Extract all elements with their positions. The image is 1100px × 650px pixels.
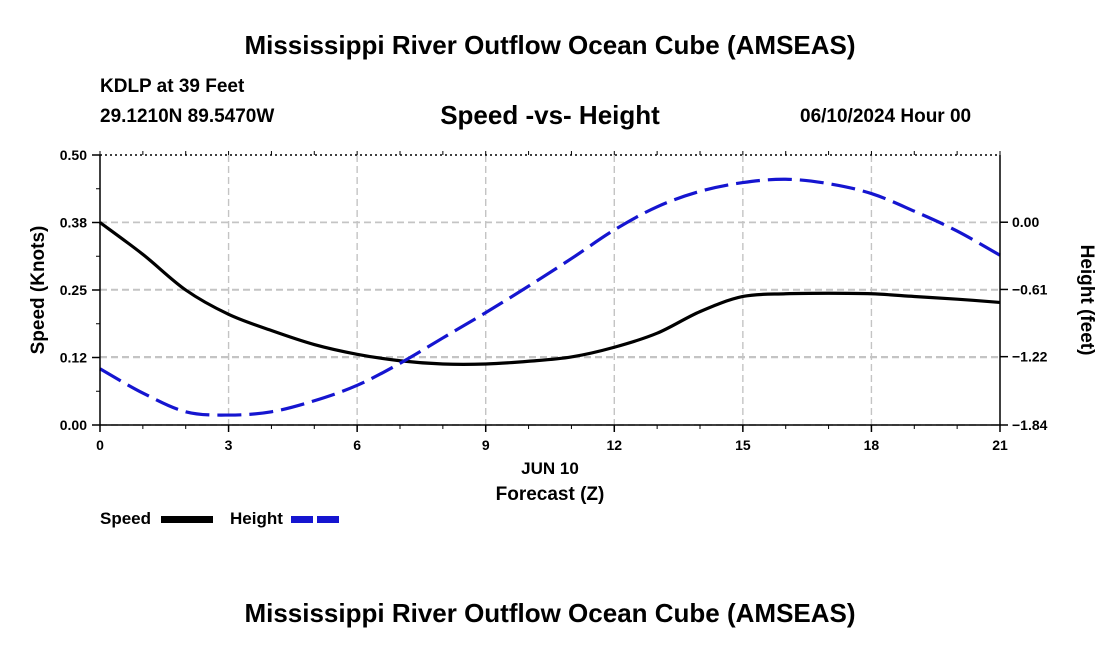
y2-tick-label: −0.61 [1012,281,1048,297]
y-axis-title: Speed (Knots) [28,226,49,355]
footer-title: Mississippi River Outflow Ocean Cube (AM… [244,598,856,628]
station-coordinates: 29.1210N 89.5470W [100,106,275,127]
x-axis-title: Forecast (Z) [496,484,605,505]
x-tick-label: 21 [992,437,1008,453]
x-tick-label: 3 [225,437,233,453]
x-tick-label: 18 [864,437,880,453]
x-tick-label: 0 [96,437,104,453]
x-tick-label: 6 [353,437,361,453]
y-tick-label: 0.00 [60,417,87,433]
y2-tick-label: 0.00 [1012,214,1039,230]
chart-main-title: Mississippi River Outflow Ocean Cube (AM… [244,30,856,60]
y-tick-label: 0.38 [60,215,87,231]
y2-axis-title: Height (feet) [1076,245,1097,356]
station-label: KDLP at 39 Feet [100,76,245,97]
x-axis-date-label: JUN 10 [521,459,579,478]
y-tick-label: 0.12 [60,350,87,366]
x-tick-label: 12 [606,437,622,453]
y-tick-label: 0.25 [60,282,87,298]
legend-height-swatch [291,516,343,523]
x-tick-label: 9 [482,437,490,453]
forecast-datetime: 06/10/2024 Hour 00 [800,106,972,127]
chart-subtitle: Speed -vs- Height [440,100,660,130]
legend-height-label: Height [230,509,283,528]
y-tick-label: 0.50 [60,147,87,163]
legend-speed-label: Speed [100,509,152,528]
series-line-speed [99,221,1001,366]
y2-tick-label: −1.84 [1012,417,1048,433]
legend-speed-swatch [161,516,213,523]
series-line-height [99,177,1001,417]
x-tick-label: 15 [735,437,751,453]
y2-tick-label: −1.22 [1012,349,1048,365]
